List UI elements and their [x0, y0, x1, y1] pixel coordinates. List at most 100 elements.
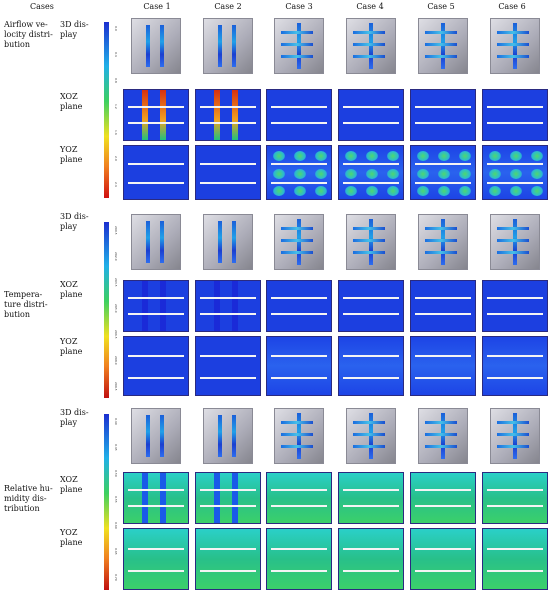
shelf-line [414, 296, 472, 299]
shelf-line [342, 547, 400, 550]
col-header-case-2: Case 2 [214, 2, 242, 11]
shelf-line [199, 122, 257, 125]
velocity-core [459, 168, 472, 179]
shelf-line [270, 569, 328, 572]
colorbar-tick: 2.0 [114, 156, 118, 161]
horizontal-slice [281, 251, 313, 254]
shelf-line [414, 105, 472, 108]
jet-stream [232, 281, 238, 331]
velocity-yoz-case-5-contour [410, 145, 476, 200]
jet-stream [214, 281, 220, 331]
colorbar-tick: 1.6 [114, 130, 118, 135]
vertical-slice [146, 221, 150, 263]
shelf-line [486, 569, 544, 572]
vertical-slice [297, 413, 301, 459]
cube-body [203, 408, 253, 464]
colorbar-tick: 295.0 [114, 304, 118, 313]
humidity-cube-case-2-render [195, 404, 261, 466]
shelf-line [486, 313, 544, 316]
shelf-line [270, 505, 328, 508]
vertical-slice [160, 221, 164, 263]
vertical-slice [441, 413, 445, 459]
shelf-line [342, 488, 400, 491]
shelf-line [414, 162, 472, 165]
horizontal-slice [281, 43, 313, 46]
velocity-xoz-case-6-contour [482, 89, 548, 141]
shelf-line [270, 162, 328, 165]
shelf-line [127, 105, 185, 108]
temperature-colorbar [104, 222, 109, 398]
velocity-xoz-case-1-contour [123, 89, 189, 141]
cube-body [274, 18, 324, 74]
horizontal-slice [425, 433, 457, 436]
velocity-core [272, 168, 285, 179]
temperature-cube-case-4-render [338, 210, 404, 272]
temperature-yoz-case-1-contour [123, 336, 189, 396]
row-label-temp-3d: 3D dis-play [60, 212, 89, 231]
shelf-line [270, 488, 328, 491]
cube-body [274, 214, 324, 270]
shelf-line [414, 488, 472, 491]
vertical-slice [297, 219, 301, 265]
jet-stream [142, 90, 148, 140]
colorbar-tick: 0.50 [114, 470, 118, 477]
shelf-line [127, 162, 185, 165]
cube-body [418, 408, 468, 464]
humidity-yoz-case-3-contour [266, 528, 332, 590]
shelf-line [342, 505, 400, 508]
humidity-cube-case-5-render [410, 404, 476, 466]
shelf-line [199, 313, 257, 316]
shelf-line [342, 313, 400, 316]
velocity-core [387, 186, 400, 197]
velocity-colorbar [104, 22, 109, 198]
temperature-yoz-case-2-contour [195, 336, 261, 396]
vertical-slice [160, 25, 164, 67]
velocity-cube-case-2-render [195, 14, 261, 76]
velocity-xoz-case-3-contour [266, 89, 332, 141]
velocity-core [510, 150, 522, 161]
humidity-yoz-case-2-contour [195, 528, 261, 590]
velocity-core [272, 150, 285, 161]
horizontal-slice [353, 239, 385, 242]
cube-body [131, 408, 181, 464]
horizontal-slice [425, 251, 457, 254]
vertical-slice [218, 25, 222, 67]
velocity-core [387, 168, 400, 179]
velocity-core [438, 168, 450, 179]
horizontal-slice [425, 421, 457, 424]
temperature-xoz-case-2-contour [195, 280, 261, 332]
humidity-xoz-case-5-contour [410, 472, 476, 524]
col-header-case-4: Case 4 [356, 2, 384, 11]
cube-body [490, 18, 540, 74]
colorbar-tick: 298.0 [114, 356, 118, 365]
horizontal-slice [281, 239, 313, 242]
velocity-cube-case-6-render [482, 14, 548, 76]
humidity-xoz-case-3-contour [266, 472, 332, 524]
velocity-core [531, 150, 544, 161]
shelf-line [342, 122, 400, 125]
humidity-xoz-case-2-contour [195, 472, 261, 524]
velocity-xoz-case-2-contour [195, 89, 261, 141]
velocity-core [416, 150, 429, 161]
shelf-line [486, 296, 544, 299]
temperature-cube-case-6-render [482, 210, 548, 272]
shelf-line [199, 376, 257, 379]
shelf-line [127, 355, 185, 357]
velocity-cube-case-1-render [123, 14, 189, 76]
velocity-core [488, 186, 501, 197]
humidity-colorbar [104, 414, 109, 590]
vertical-slice [232, 221, 236, 263]
humidity-xoz-case-6-contour [482, 472, 548, 524]
shelf-line [270, 105, 328, 108]
shelf-line [199, 162, 257, 165]
shelf-line [486, 376, 544, 379]
velocity-core [416, 186, 429, 197]
shelf-line [199, 296, 257, 299]
vertical-slice [297, 23, 301, 69]
vertical-slice [441, 219, 445, 265]
shelf-line [127, 505, 185, 508]
group-label-humidity: Relative hu-midity dis-tribution [4, 484, 53, 513]
jet-stream [232, 473, 238, 523]
colorbar-tick: 290.5 [114, 226, 118, 235]
cube-body [346, 18, 396, 74]
